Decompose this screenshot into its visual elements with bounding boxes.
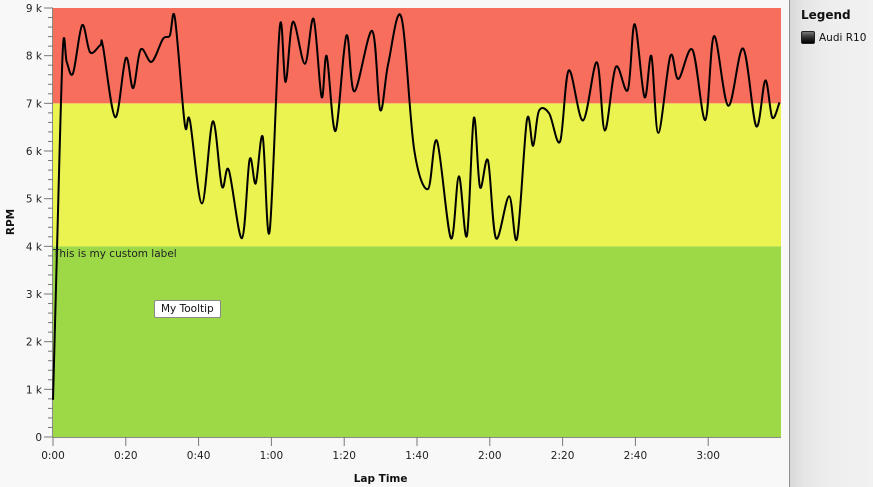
y-axis-title: RPM [5,209,17,235]
x-tick-label: 2:20 [551,450,575,462]
x-tick-label: 0:00 [41,450,65,462]
y-tick-label: 7 k [26,98,43,110]
legend-title: Legend [801,8,851,22]
range-band [53,103,781,247]
x-axis-title: Lap Time [354,473,408,485]
custom-annotation-label: This is my custom label [53,248,177,260]
x-tick-label: 0:20 [114,450,138,462]
legend-panel: Legend Audi R10 [789,0,873,487]
y-tick-label: 6 k [26,146,43,158]
x-tick-label: 1:00 [260,450,284,462]
x-tick-label: 1:20 [332,450,356,462]
x-tick-label: 1:40 [405,450,429,462]
legend-item-label: Audi R10 [819,31,867,44]
range-band [53,8,781,104]
series-line-audi-r10 [52,13,781,400]
legend-item-audi-r10[interactable]: Audi R10 [801,31,866,44]
y-tick-label: 0 [35,432,42,444]
y-tick-label: 5 k [26,194,43,206]
x-tick-label: 2:00 [478,450,502,462]
y-tick-label: 3 k [26,289,43,301]
x-tick-label: 3:00 [696,450,720,462]
line-chart: 0 1 k 2 k 3 k 4 k 5 k 6 k 7 k 8 k 9 k 0:00 0:20 0:40… [5,3,781,485]
y-tick-label: 9 k [26,3,43,15]
x-tick-label: 2:40 [624,450,648,462]
x-tick-label: 0:40 [187,450,211,462]
y-tick-label: 1 k [26,384,43,396]
series-swatch-icon [801,31,815,44]
y-tick-label: 4 k [26,241,43,253]
tooltip: My Tooltip [154,300,221,318]
chart-area: 0 1 k 2 k 3 k 4 k 5 k 6 k 7 k 8 k 9 k 0:00 0:20 0:40… [5,3,781,485]
y-tick-label: 8 k [26,51,43,63]
y-tick-label: 2 k [26,337,43,349]
range-band [53,246,781,437]
